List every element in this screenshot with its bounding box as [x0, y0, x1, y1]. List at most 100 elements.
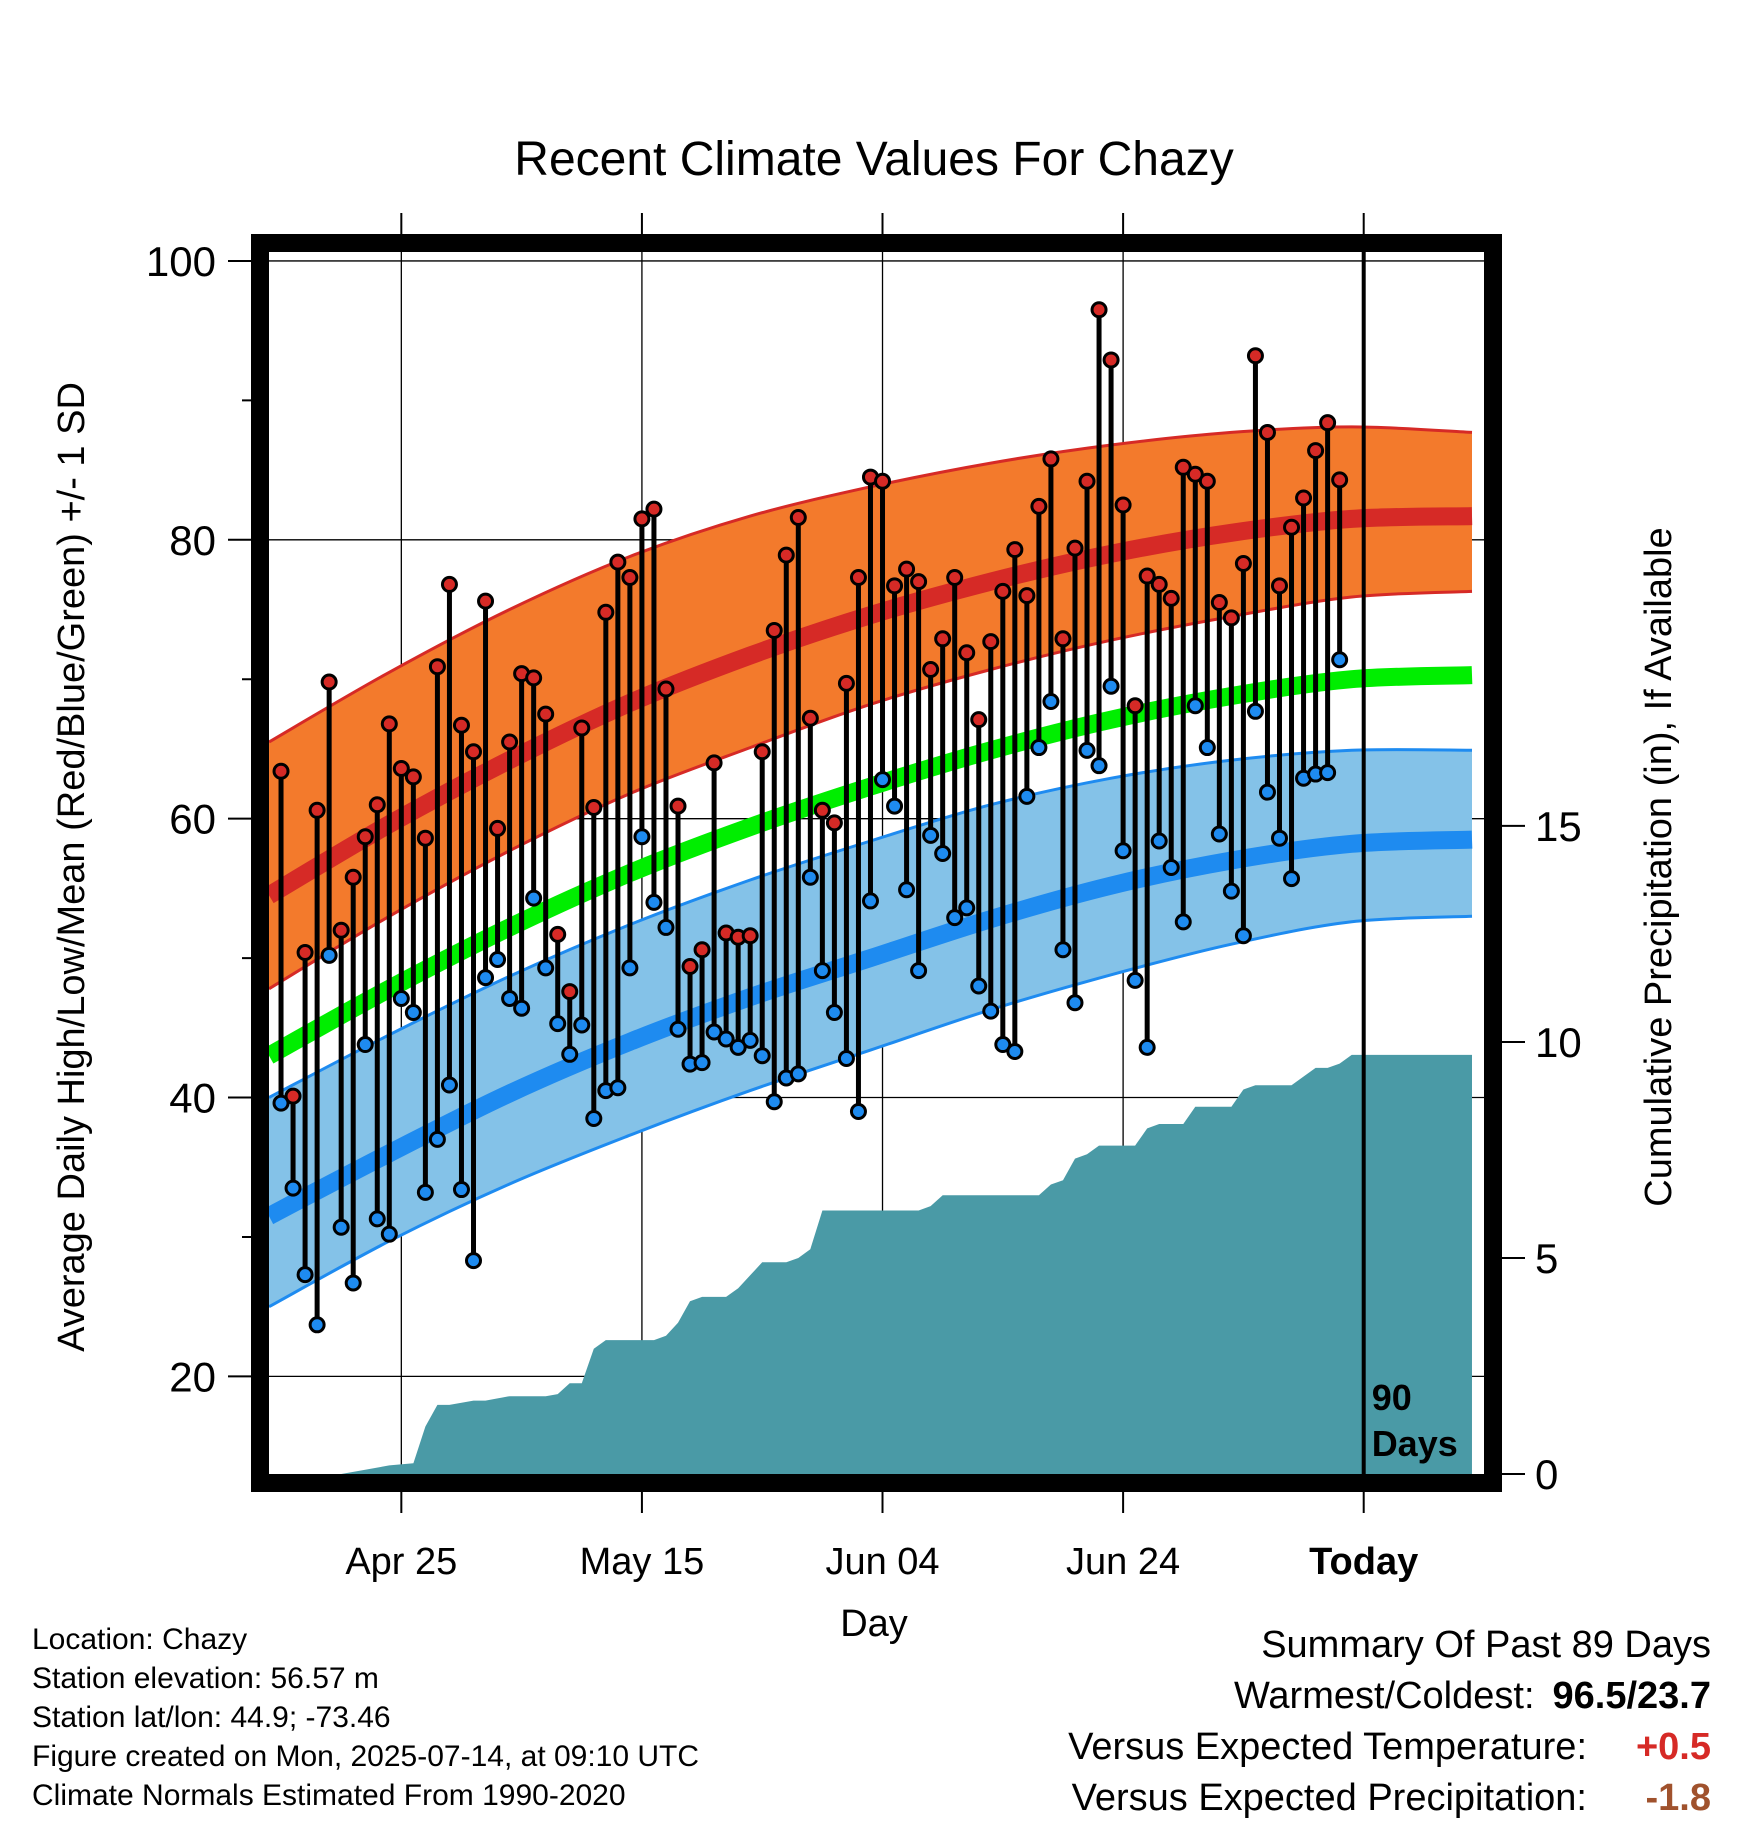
- high-point: [344, 868, 362, 886]
- high-point: [440, 575, 458, 593]
- high-point: [452, 716, 470, 734]
- high-point: [1018, 587, 1036, 605]
- low-point: [1126, 971, 1144, 989]
- plot-frame: [251, 234, 1502, 1492]
- high-point: [1102, 351, 1120, 369]
- high-point: [1126, 697, 1144, 715]
- high-point: [1042, 450, 1060, 468]
- low-point: [344, 1274, 362, 1292]
- high-point: [777, 546, 795, 564]
- low-point: [789, 1065, 807, 1083]
- high-point: [549, 925, 567, 943]
- high-point: [946, 568, 964, 586]
- warm-cold-label: Warmest/Coldest:: [1233, 1675, 1535, 1717]
- high-point: [1114, 496, 1132, 514]
- low-point: [272, 1094, 290, 1112]
- low-point: [296, 1266, 314, 1284]
- precip-departure-value: -1.8: [1645, 1777, 1711, 1819]
- daily-sticks-layer: [278, 309, 1343, 1325]
- high-point: [308, 801, 326, 819]
- high-point: [525, 669, 543, 687]
- low-point: [1234, 927, 1252, 945]
- high-point: [609, 553, 627, 571]
- y-tick-label-right: 5: [1535, 1235, 1558, 1282]
- high-point: [332, 921, 350, 939]
- location-text: Location: Chazy: [32, 1623, 248, 1656]
- low-point: [549, 1015, 567, 1033]
- high-point: [561, 983, 579, 1001]
- high-point: [1162, 589, 1180, 607]
- normals-text: Climate Normals Estimated From 1990-2020: [32, 1779, 626, 1812]
- low-point: [537, 959, 555, 977]
- low-point: [1283, 870, 1301, 888]
- precip-area-layer: [269, 1054, 1472, 1474]
- low-point: [573, 1016, 591, 1034]
- low-point: [1090, 757, 1108, 775]
- high-point: [428, 658, 446, 676]
- low-point: [982, 1002, 1000, 1020]
- low-point: [633, 828, 651, 846]
- low-point: [332, 1218, 350, 1236]
- high-point: [1138, 567, 1156, 585]
- low-point: [705, 1023, 723, 1041]
- low-point: [1138, 1038, 1156, 1056]
- low-point: [693, 1054, 711, 1072]
- high-point: [1030, 497, 1048, 515]
- x-tick-label: Today: [1309, 1541, 1418, 1583]
- high-point: [898, 560, 916, 578]
- temp-departure-value: +0.5: [1635, 1726, 1711, 1768]
- low-point: [1006, 1043, 1024, 1061]
- high-point: [1054, 630, 1072, 648]
- low-point: [813, 962, 831, 980]
- summary-temp-row: Versus Expected Temperature: +0.5: [1068, 1722, 1711, 1773]
- high-point: [958, 644, 976, 662]
- high-point: [994, 582, 1012, 600]
- high-point: [489, 819, 507, 837]
- high-point: [1210, 594, 1228, 612]
- high-point: [813, 801, 831, 819]
- high-point: [1307, 442, 1325, 460]
- x-tick-label: Jun 24: [1066, 1541, 1180, 1583]
- high-point: [1198, 472, 1216, 490]
- low-point: [477, 969, 495, 987]
- low-point: [609, 1079, 627, 1097]
- low-point: [1258, 783, 1276, 801]
- low-point: [585, 1109, 603, 1127]
- high-point: [849, 568, 867, 586]
- low-point: [1270, 829, 1288, 847]
- high-point: [368, 796, 386, 814]
- low-point: [1246, 702, 1264, 720]
- high-point: [465, 743, 483, 761]
- high-point: [272, 762, 290, 780]
- summary-panel: Summary Of Past 89 Days Warmest/Coldest:…: [1068, 1620, 1711, 1824]
- low-point: [416, 1183, 434, 1201]
- low-point: [440, 1076, 458, 1094]
- low-sd-band: [269, 749, 1472, 1307]
- y-tick-label-left: 20: [169, 1353, 216, 1400]
- high-point: [597, 603, 615, 621]
- created-text: Figure created on Mon, 2025-07-14, at 09…: [32, 1740, 700, 1773]
- high-point: [621, 568, 639, 586]
- low-point: [1102, 677, 1120, 695]
- low-point: [501, 990, 519, 1008]
- high-point: [681, 957, 699, 975]
- x-tick-label: May 15: [580, 1541, 705, 1583]
- low-point: [1210, 825, 1228, 843]
- low-point: [669, 1020, 687, 1038]
- daily-points-layer: [272, 301, 1349, 1334]
- high-point: [1331, 471, 1349, 489]
- low-point: [368, 1210, 386, 1228]
- low-point: [465, 1252, 483, 1270]
- low-point: [428, 1130, 446, 1148]
- precip-departure-label: Versus Expected Precipitation:: [1071, 1777, 1587, 1819]
- low-point: [1054, 941, 1072, 959]
- low-point: [1114, 842, 1132, 860]
- y-tick-label-left: 60: [169, 796, 216, 843]
- high-point: [1270, 577, 1288, 595]
- high-point: [537, 705, 555, 723]
- warm-cold-value: 96.5/23.7: [1552, 1675, 1711, 1717]
- low-point: [898, 881, 916, 899]
- x-axis-label: Day: [840, 1603, 908, 1645]
- high-point: [801, 709, 819, 727]
- high-point: [573, 719, 591, 737]
